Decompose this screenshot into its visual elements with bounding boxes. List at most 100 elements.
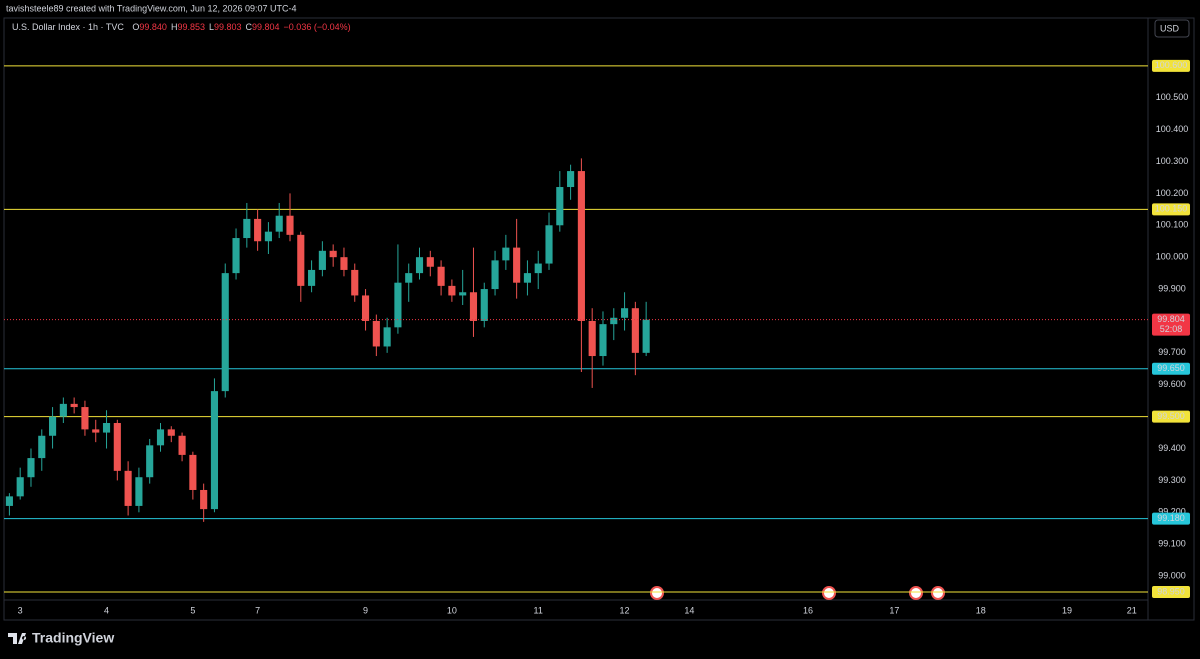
level-label-box bbox=[1152, 362, 1190, 375]
candle-body bbox=[448, 285, 456, 296]
candle-body bbox=[102, 423, 111, 433]
candle-body bbox=[318, 250, 326, 270]
legend-key: O bbox=[132, 22, 139, 32]
y-tick-label: 99.100 bbox=[1158, 539, 1186, 549]
candle-body bbox=[459, 292, 467, 296]
event-flag[interactable] bbox=[650, 586, 664, 600]
candle-body bbox=[469, 292, 478, 321]
candle-body bbox=[502, 247, 510, 261]
level-label-box bbox=[1152, 410, 1190, 423]
x-tick-label: 16 bbox=[803, 605, 813, 615]
level-label-box bbox=[1152, 59, 1190, 72]
event-flag[interactable] bbox=[909, 586, 923, 600]
x-tick-label: 12 bbox=[620, 605, 630, 615]
candle-body bbox=[70, 403, 78, 408]
candle-body bbox=[124, 470, 132, 506]
candle-body bbox=[286, 215, 294, 235]
event-flag[interactable] bbox=[822, 586, 836, 600]
candle-body bbox=[156, 429, 165, 446]
candle-body bbox=[254, 218, 262, 242]
candle-body bbox=[113, 423, 121, 471]
y-tick-label: 99.400 bbox=[1158, 443, 1186, 453]
level-label-box bbox=[1152, 586, 1190, 599]
candle-body bbox=[383, 327, 391, 347]
level-label: 100.600 bbox=[1155, 60, 1188, 70]
candle-body bbox=[437, 266, 445, 286]
x-tick-label: 17 bbox=[889, 605, 899, 615]
event-flag[interactable] bbox=[931, 586, 945, 600]
x-tick-label: 19 bbox=[1062, 605, 1072, 615]
candle-body bbox=[16, 477, 24, 497]
candle-body bbox=[394, 282, 402, 328]
x-tick-label: 14 bbox=[684, 605, 694, 615]
candle-body bbox=[38, 435, 46, 459]
candle-body bbox=[275, 215, 283, 232]
candle-body bbox=[308, 269, 316, 286]
y-tick-label: 100.000 bbox=[1156, 252, 1189, 262]
candle-body bbox=[599, 324, 607, 357]
y-tick-label: 100.500 bbox=[1156, 92, 1189, 102]
candle-body bbox=[405, 273, 413, 283]
y-tick-label: 99.000 bbox=[1158, 570, 1186, 580]
x-tick-label: 9 bbox=[363, 605, 368, 615]
chart-frame bbox=[3, 17, 1195, 621]
candle-body bbox=[351, 269, 359, 296]
event-flags bbox=[650, 586, 945, 600]
level-label-box bbox=[1152, 203, 1190, 216]
logo-icon bbox=[8, 633, 27, 644]
x-tick-label: 18 bbox=[976, 605, 986, 615]
last-price-box bbox=[1152, 313, 1190, 336]
candle-body bbox=[264, 231, 272, 242]
candle-body bbox=[513, 247, 521, 283]
y-tick-label: 100.100 bbox=[1156, 220, 1189, 230]
x-tick-label: 10 bbox=[447, 605, 457, 615]
countdown-label: 52:08 bbox=[1160, 324, 1183, 334]
y-tick-label: 99.900 bbox=[1158, 283, 1186, 293]
candle-body bbox=[621, 308, 629, 318]
legend-key: H bbox=[171, 22, 178, 32]
x-tick-label: 11 bbox=[534, 605, 543, 615]
x-tick-label: 21 bbox=[1127, 605, 1137, 615]
currency-button[interactable] bbox=[1154, 19, 1190, 38]
candle-body bbox=[415, 257, 424, 274]
candle-body bbox=[491, 260, 499, 290]
header: tavishsteele89 created with TradingView.… bbox=[6, 3, 297, 13]
legend-key: L bbox=[209, 22, 214, 32]
candle-body bbox=[577, 171, 585, 321]
candle-body bbox=[232, 238, 240, 274]
candle-body bbox=[92, 429, 100, 433]
candle-body bbox=[49, 416, 57, 436]
last-price-label: 99.804 bbox=[1157, 314, 1185, 324]
level-label-box bbox=[1152, 512, 1190, 525]
candle-body bbox=[556, 187, 564, 226]
currency-label[interactable]: USD bbox=[1160, 23, 1180, 33]
candle-body bbox=[243, 218, 251, 239]
x-tick-label: 7 bbox=[255, 605, 260, 615]
brand-logo bbox=[8, 633, 27, 644]
candle-body bbox=[534, 263, 542, 274]
candle-body bbox=[329, 250, 337, 258]
candle-body bbox=[631, 308, 639, 353]
candle-body bbox=[361, 295, 370, 321]
level-label: 100.150 bbox=[1155, 204, 1188, 214]
candle-body bbox=[567, 171, 575, 188]
candle-body bbox=[189, 454, 197, 490]
candle-body bbox=[545, 225, 553, 264]
candle-body bbox=[5, 496, 13, 506]
x-tick-label: 3 bbox=[18, 605, 23, 615]
candle-body bbox=[81, 407, 89, 430]
brand: TradingView bbox=[32, 630, 114, 646]
candle-body bbox=[340, 257, 348, 270]
candle-body bbox=[642, 319, 650, 353]
candle-body bbox=[135, 477, 143, 506]
candle-body bbox=[27, 458, 35, 478]
y-tick-label: 99.600 bbox=[1158, 379, 1186, 389]
candle-body bbox=[221, 273, 229, 392]
y-tick-label: 100.200 bbox=[1156, 188, 1189, 198]
legend: U.S. Dollar Index · 1h · TVC O99.840 H99.… bbox=[12, 22, 351, 32]
candle-body bbox=[610, 317, 618, 325]
legend-value: 99.840 bbox=[139, 22, 167, 32]
legend-value: 99.853 bbox=[177, 22, 205, 32]
y-tick-label: 99.300 bbox=[1158, 475, 1186, 485]
